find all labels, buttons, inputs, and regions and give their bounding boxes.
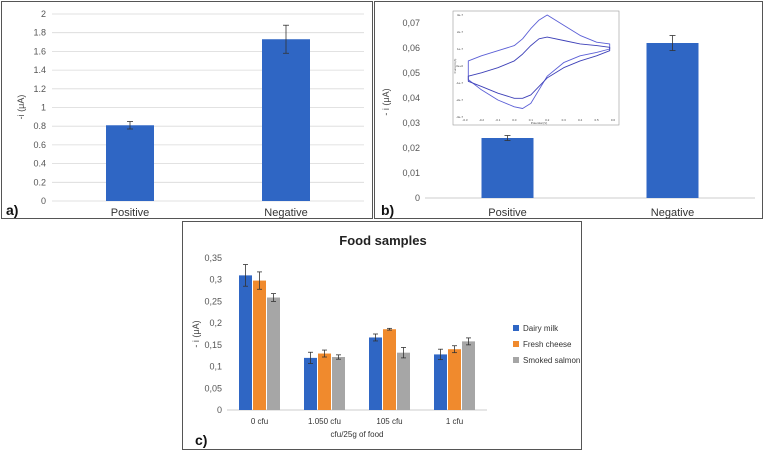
legend-swatch-fresh-cheese <box>513 341 519 347</box>
bar-fresh-cheese <box>383 329 396 410</box>
x-tick-label: Positive <box>111 207 150 219</box>
bar-dairy-milk <box>434 354 447 410</box>
y-tick-label: 0,02 <box>402 143 420 153</box>
y-axis-title: -i (μA) <box>16 95 26 120</box>
bar-dairy-milk <box>239 275 252 410</box>
inset-y-tick-label: -3e-7 <box>456 115 463 119</box>
y-tick-label: 0,3 <box>209 275 222 285</box>
y-tick-label: 0.4 <box>33 159 46 169</box>
inset-y-tick-label: 3e-7 <box>457 13 463 17</box>
inset-x-tick-label: 0.3 <box>562 118 567 122</box>
inset-y-tick-label: -1e-7 <box>456 81 463 85</box>
y-tick-label: 0,06 <box>402 43 420 53</box>
bar-smoked-salmon <box>397 352 410 410</box>
x-tick-label: 105 cfu <box>376 417 402 426</box>
y-tick-label: 1 <box>41 103 46 113</box>
bar-fresh-cheese <box>253 280 266 410</box>
inset-x-tick-label: -0.3 <box>462 118 468 122</box>
x-tick-label: 1 cfu <box>446 417 463 426</box>
x-tick-label: Positive <box>488 207 527 219</box>
panel-label: c) <box>195 432 207 448</box>
y-tick-label: 1.6 <box>33 46 46 56</box>
y-tick-label: 0.2 <box>33 177 46 187</box>
chart-c-svg: Food samples 0 0,05 0,1 0,15 0,2 0,25 0,3 0,35 0 … <box>191 233 580 448</box>
y-tick-label: 0 <box>41 196 46 206</box>
y-tick-label: 1.8 <box>33 28 46 38</box>
y-tick-label: 0,04 <box>402 93 420 103</box>
inset-x-tick-label: 0.4 <box>578 118 583 122</box>
chart-b-svg: 0 0,01 0,02 0,03 0,04 0,05 0,06 0,07 Positive Neg… <box>381 10 755 219</box>
inset-frame <box>452 10 620 126</box>
panel-label: b) <box>381 202 394 218</box>
inset-y-axis-title: Current (A) <box>453 59 457 74</box>
bar-smoked-salmon <box>332 357 345 410</box>
bar-fresh-cheese <box>448 349 461 410</box>
legend-label: Fresh cheese <box>523 340 572 349</box>
y-tick-label: 1.4 <box>33 65 46 75</box>
inset-x-axis-title: Potential (V) <box>531 121 548 125</box>
inset-series-scan-2 <box>467 36 611 99</box>
x-tick-label: Negative <box>264 207 307 219</box>
y-tick-label: 0,03 <box>402 118 420 128</box>
chart-panel-b: 0 0,01 0,02 0,03 0,04 0,05 0,06 0,07 Positive Neg… <box>374 1 763 219</box>
x-axis-title: cfu/25g of food <box>331 430 384 439</box>
bar-positive <box>481 138 534 198</box>
x-tick-label: Negative <box>651 207 694 219</box>
y-tick-label: 0.8 <box>33 121 46 131</box>
inset-x-tick-label: 0.6 <box>611 118 616 122</box>
y-tick-label: 0,2 <box>209 318 222 328</box>
panel-label: a) <box>6 202 18 218</box>
chart-panel-c: Food samples 0 0,05 0,1 0,15 0,2 0,25 0,3 0,35 0 … <box>182 221 582 450</box>
legend-label: Smoked salmon <box>523 356 580 365</box>
y-tick-label: 0,25 <box>204 296 222 306</box>
bar-positive <box>106 125 154 201</box>
inset-x-tick-label: -0.1 <box>495 118 501 122</box>
bar-negative <box>646 43 699 198</box>
chart-title: Food samples <box>339 233 426 248</box>
y-tick-label: 0,05 <box>204 383 222 393</box>
inset-y-tick-label: 2e-7 <box>457 30 463 34</box>
inset-x-tick-label: -0.2 <box>479 118 485 122</box>
bar-dairy-milk <box>304 357 317 410</box>
y-tick-label: 0.6 <box>33 140 46 150</box>
y-axis-title: - i (μA) <box>191 320 201 347</box>
legend-swatch-smoked-salmon <box>513 357 519 363</box>
inset-y-tick-label: 1e-7 <box>457 47 463 51</box>
inset-y-tick-label: 0e+0 <box>456 64 463 68</box>
y-tick-label: 0,05 <box>402 68 420 78</box>
x-tick-label: 1.050 cfu <box>308 417 341 426</box>
chart-panel-a: 0 0.2 0.4 0.6 0.8 1 1.2 1.4 1.6 1.8 2 Positive Negat… <box>1 1 373 219</box>
y-tick-label: 2 <box>41 9 46 19</box>
inset-x-tick-label: 0.5 <box>594 118 599 122</box>
inset-y-tick-label: -2e-7 <box>456 98 463 102</box>
y-tick-label: 0 <box>415 193 420 203</box>
bar-smoked-salmon <box>267 297 280 410</box>
y-tick-label: 0,01 <box>402 168 420 178</box>
y-tick-label: 0,1 <box>209 362 222 372</box>
y-tick-label: 0,15 <box>204 340 222 350</box>
y-tick-label: 0,35 <box>204 253 222 263</box>
inset-x-tick-label: 0.1 <box>529 118 534 122</box>
bar-dairy-milk <box>369 337 382 410</box>
y-tick-label: 0,07 <box>402 18 420 28</box>
bar-fresh-cheese <box>318 353 331 410</box>
x-tick-label: 0 cfu <box>251 417 268 426</box>
bar-smoked-salmon <box>462 341 475 410</box>
y-axis-title: - i (μA) <box>381 88 391 115</box>
y-tick-label: 1.2 <box>33 84 46 94</box>
inset-x-tick-label: 0.2 <box>545 118 550 122</box>
legend-swatch-dairy-milk <box>513 325 519 331</box>
inset-x-tick-label: 0.0 <box>512 118 517 122</box>
inset-chart: -0.3 -0.2 -0.1 0.0 0.1 0.2 0.3 0.4 0.5 0.6 -3e-7 -2… <box>452 10 620 126</box>
bar-negative <box>262 39 310 202</box>
y-tick-label: 0 <box>217 405 222 415</box>
chart-a-svg: 0 0.2 0.4 0.6 0.8 1 1.2 1.4 1.6 1.8 2 Positive Negat… <box>6 9 364 219</box>
legend-label: Dairy milk <box>523 324 559 333</box>
